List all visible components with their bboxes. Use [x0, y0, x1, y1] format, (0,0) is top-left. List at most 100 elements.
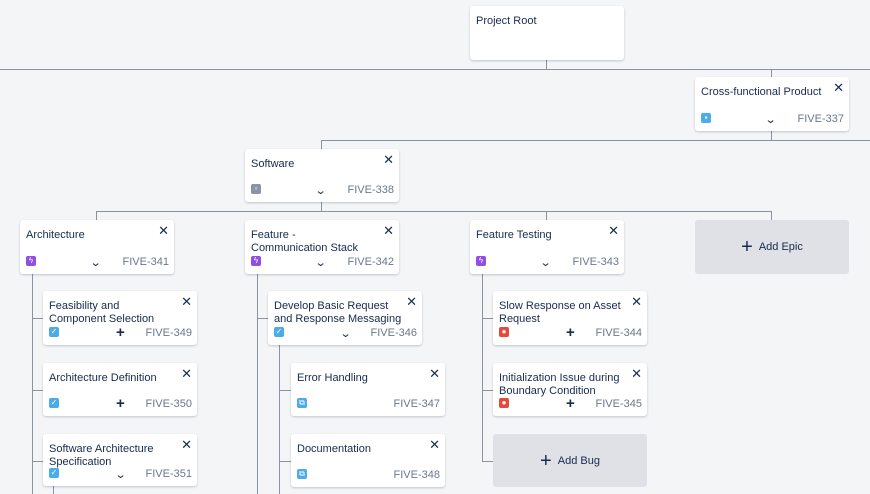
close-icon[interactable]: ✕ [181, 294, 192, 309]
add-epic-label: Add Epic [758, 241, 803, 253]
plus-icon[interactable]: + [116, 395, 125, 412]
connector-line [482, 390, 493, 391]
plus-icon: + [741, 236, 753, 258]
connector-line [771, 131, 772, 141]
bug-icon: ● [499, 327, 509, 337]
bug-card[interactable]: Initialization Issue during Boundary Con… [493, 363, 647, 416]
project-root-card[interactable]: Project Root [470, 6, 624, 60]
epic-card[interactable]: Feature - Communication Stack ✕ ϟ ⌄ FIVE… [245, 220, 399, 274]
connector-line [546, 60, 547, 70]
card-title: Slow Response on Asset Request [499, 300, 621, 325]
epic-icon: ϟ [26, 256, 36, 266]
story-icon: ✓ [274, 327, 284, 337]
story-icon: ✓ [49, 327, 59, 337]
software-card[interactable]: Software ✕ ▫ ⌄ FIVE-338 [245, 149, 399, 202]
bug-icon: ● [499, 398, 509, 408]
card-title: Initialization Issue during Boundary Con… [499, 372, 620, 397]
card-title: Software [251, 158, 295, 170]
issue-key: FIVE-344 [595, 327, 642, 339]
close-icon[interactable]: ✕ [383, 152, 394, 167]
connector-line [96, 211, 97, 220]
add-bug-label: Add Bug [557, 454, 600, 467]
story-icon: ✓ [49, 468, 59, 478]
story-icon: ✓ [49, 398, 59, 408]
epic-card[interactable]: Architecture ✕ ϟ ⌄ FIVE-341 [20, 220, 174, 274]
story-card[interactable]: Develop Basic Request and Response Messa… [268, 291, 422, 345]
card-title: Feature - Communication Stack [251, 229, 358, 254]
plus-icon[interactable]: + [566, 324, 575, 341]
connector-line [321, 140, 870, 141]
issue-key: FIVE-341 [122, 256, 169, 268]
connector-line [32, 390, 43, 391]
connector-line [96, 211, 772, 212]
issue-key: FIVE-342 [347, 256, 394, 268]
epic-icon: ϟ [476, 256, 486, 266]
card-title: Architecture Definition [49, 372, 157, 384]
connector-line [279, 390, 291, 391]
subtask-card[interactable]: Documentation ✕ ⧉ FIVE-348 [291, 434, 445, 487]
connector-line [279, 461, 291, 462]
component-icon: ▫ [251, 184, 261, 194]
plus-icon[interactable]: + [116, 324, 125, 341]
close-icon[interactable]: ✕ [181, 437, 192, 452]
issue-key: FIVE-351 [145, 468, 192, 480]
connector-line [32, 274, 33, 494]
close-icon[interactable]: ✕ [406, 294, 417, 309]
issue-key: FIVE-347 [393, 398, 440, 410]
connector-line [279, 345, 280, 494]
close-icon[interactable]: ✕ [181, 366, 192, 381]
connector-line [771, 69, 772, 78]
card-title: Architecture [26, 229, 85, 241]
chevron-down-icon[interactable]: ⌄ [314, 185, 327, 197]
close-icon[interactable]: ✕ [833, 80, 844, 95]
issue-key: FIVE-349 [145, 327, 192, 339]
connector-line [257, 274, 258, 494]
card-title: Software Architecture Specification [49, 443, 154, 468]
epic-icon: ϟ [251, 256, 261, 266]
issue-key: FIVE-346 [370, 327, 417, 339]
plus-icon: + [540, 449, 552, 472]
issue-key: FIVE-343 [572, 256, 619, 268]
connector-line [0, 69, 870, 70]
close-icon[interactable]: ✕ [631, 366, 642, 381]
chevron-down-icon[interactable]: ⌄ [539, 257, 552, 269]
issue-key: FIVE-348 [393, 469, 440, 481]
issue-key: FIVE-350 [145, 398, 192, 410]
chevron-down-icon[interactable]: ⌄ [314, 257, 327, 269]
chevron-down-icon[interactable]: ⌄ [114, 469, 127, 481]
story-card[interactable]: Architecture Definition ✕ ✓ + FIVE-350 [43, 363, 197, 416]
story-card[interactable]: Software Architecture Specification ✕ ✓ … [43, 434, 197, 486]
issue-key: FIVE-337 [797, 113, 844, 125]
chevron-down-icon[interactable]: ⌄ [339, 328, 352, 340]
subtask-card[interactable]: Error Handling ✕ ⧉ FIVE-347 [291, 363, 445, 416]
close-icon[interactable]: ✕ [429, 366, 440, 381]
connector-line [771, 211, 772, 220]
connector-line [482, 461, 493, 462]
card-title: Project Root [476, 15, 537, 27]
story-card[interactable]: Feasibility and Component Selection ✕ ✓ … [43, 291, 197, 345]
card-title: Feature Testing [476, 229, 552, 241]
card-title: Error Handling [297, 372, 368, 384]
connector-line [321, 140, 322, 149]
add-bug-button[interactable]: + Add Bug [493, 434, 647, 487]
close-icon[interactable]: ✕ [383, 223, 394, 238]
close-icon[interactable]: ✕ [608, 223, 619, 238]
epic-card[interactable]: Feature Testing ✕ ϟ ⌄ FIVE-343 [470, 220, 624, 274]
connector-line [257, 318, 268, 319]
card-title: Develop Basic Request and Response Messa… [274, 300, 402, 325]
connector-line [546, 211, 547, 220]
connector-line [482, 318, 493, 319]
product-card[interactable]: Cross-functional Product ✕ ▪ ⌄ FIVE-337 [695, 77, 849, 131]
connector-line [321, 202, 322, 212]
plus-icon[interactable]: + [566, 395, 575, 412]
chevron-down-icon[interactable]: ⌄ [764, 114, 777, 126]
chevron-down-icon[interactable]: ⌄ [89, 257, 102, 269]
subtask-icon: ⧉ [297, 469, 307, 479]
add-epic-button[interactable]: + Add Epic [695, 220, 849, 274]
issue-key: FIVE-345 [595, 398, 642, 410]
close-icon[interactable]: ✕ [631, 294, 642, 309]
close-icon[interactable]: ✕ [158, 223, 169, 238]
issue-key: FIVE-338 [347, 184, 394, 196]
close-icon[interactable]: ✕ [429, 437, 440, 452]
bug-card[interactable]: Slow Response on Asset Request ✕ ● + FIV… [493, 291, 647, 345]
